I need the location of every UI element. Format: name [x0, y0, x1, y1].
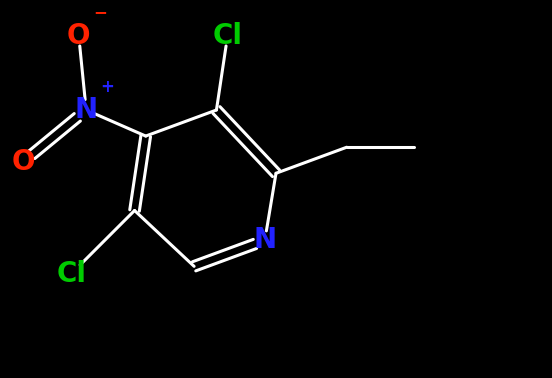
Text: O: O [67, 22, 91, 50]
Text: N: N [75, 96, 98, 124]
Text: O: O [11, 148, 35, 176]
Text: Cl: Cl [213, 22, 243, 50]
Text: N: N [253, 226, 277, 254]
Text: Cl: Cl [56, 260, 86, 288]
Text: −: − [93, 3, 107, 22]
Text: +: + [100, 78, 114, 96]
